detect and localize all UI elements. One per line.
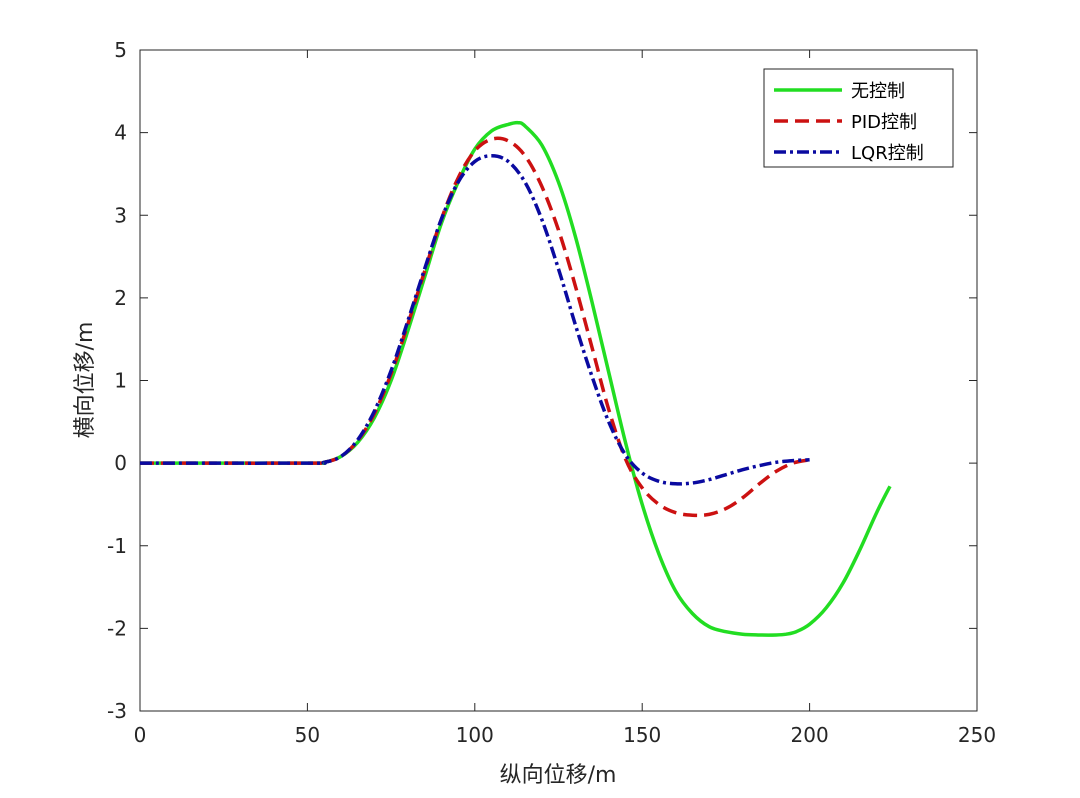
x-axis-label: 纵向位移/m [500,763,617,788]
x-tick-label: 100 [456,723,494,747]
x-tick-label: 50 [295,723,320,747]
legend: 无控制 PID控制 LQR控制 [763,68,954,168]
series-line-0 [139,120,892,637]
legend-box [763,68,954,168]
y-tick-label: 0 [114,451,127,475]
y-tick-label: -3 [107,699,127,723]
y-axis-label: 横向位移/m [73,322,98,439]
series-layer [139,120,892,637]
x-tick-label: 200 [791,723,829,747]
y-tick-label: 1 [114,369,127,393]
x-tick-label: 0 [134,723,147,747]
y-tick-label: 4 [114,121,127,145]
legend-label-1: PID控制 [851,112,917,133]
y-tick-label: 5 [114,38,127,62]
y-tick-label: -1 [107,534,127,558]
y-tick-label: 3 [114,203,127,227]
y-tick-label: 2 [114,286,127,310]
axis-ticks: 0 50 100 150 200 250 -3 -2 -1 0 1 2 3 4 5 [107,38,996,747]
x-tick-label: 250 [958,723,996,747]
series-line-2 [139,154,810,486]
legend-label-0: 无控制 [851,81,905,102]
y-tick-label: -2 [107,616,127,640]
legend-label-2: LQR控制 [851,143,924,164]
x-tick-label: 150 [623,723,661,747]
